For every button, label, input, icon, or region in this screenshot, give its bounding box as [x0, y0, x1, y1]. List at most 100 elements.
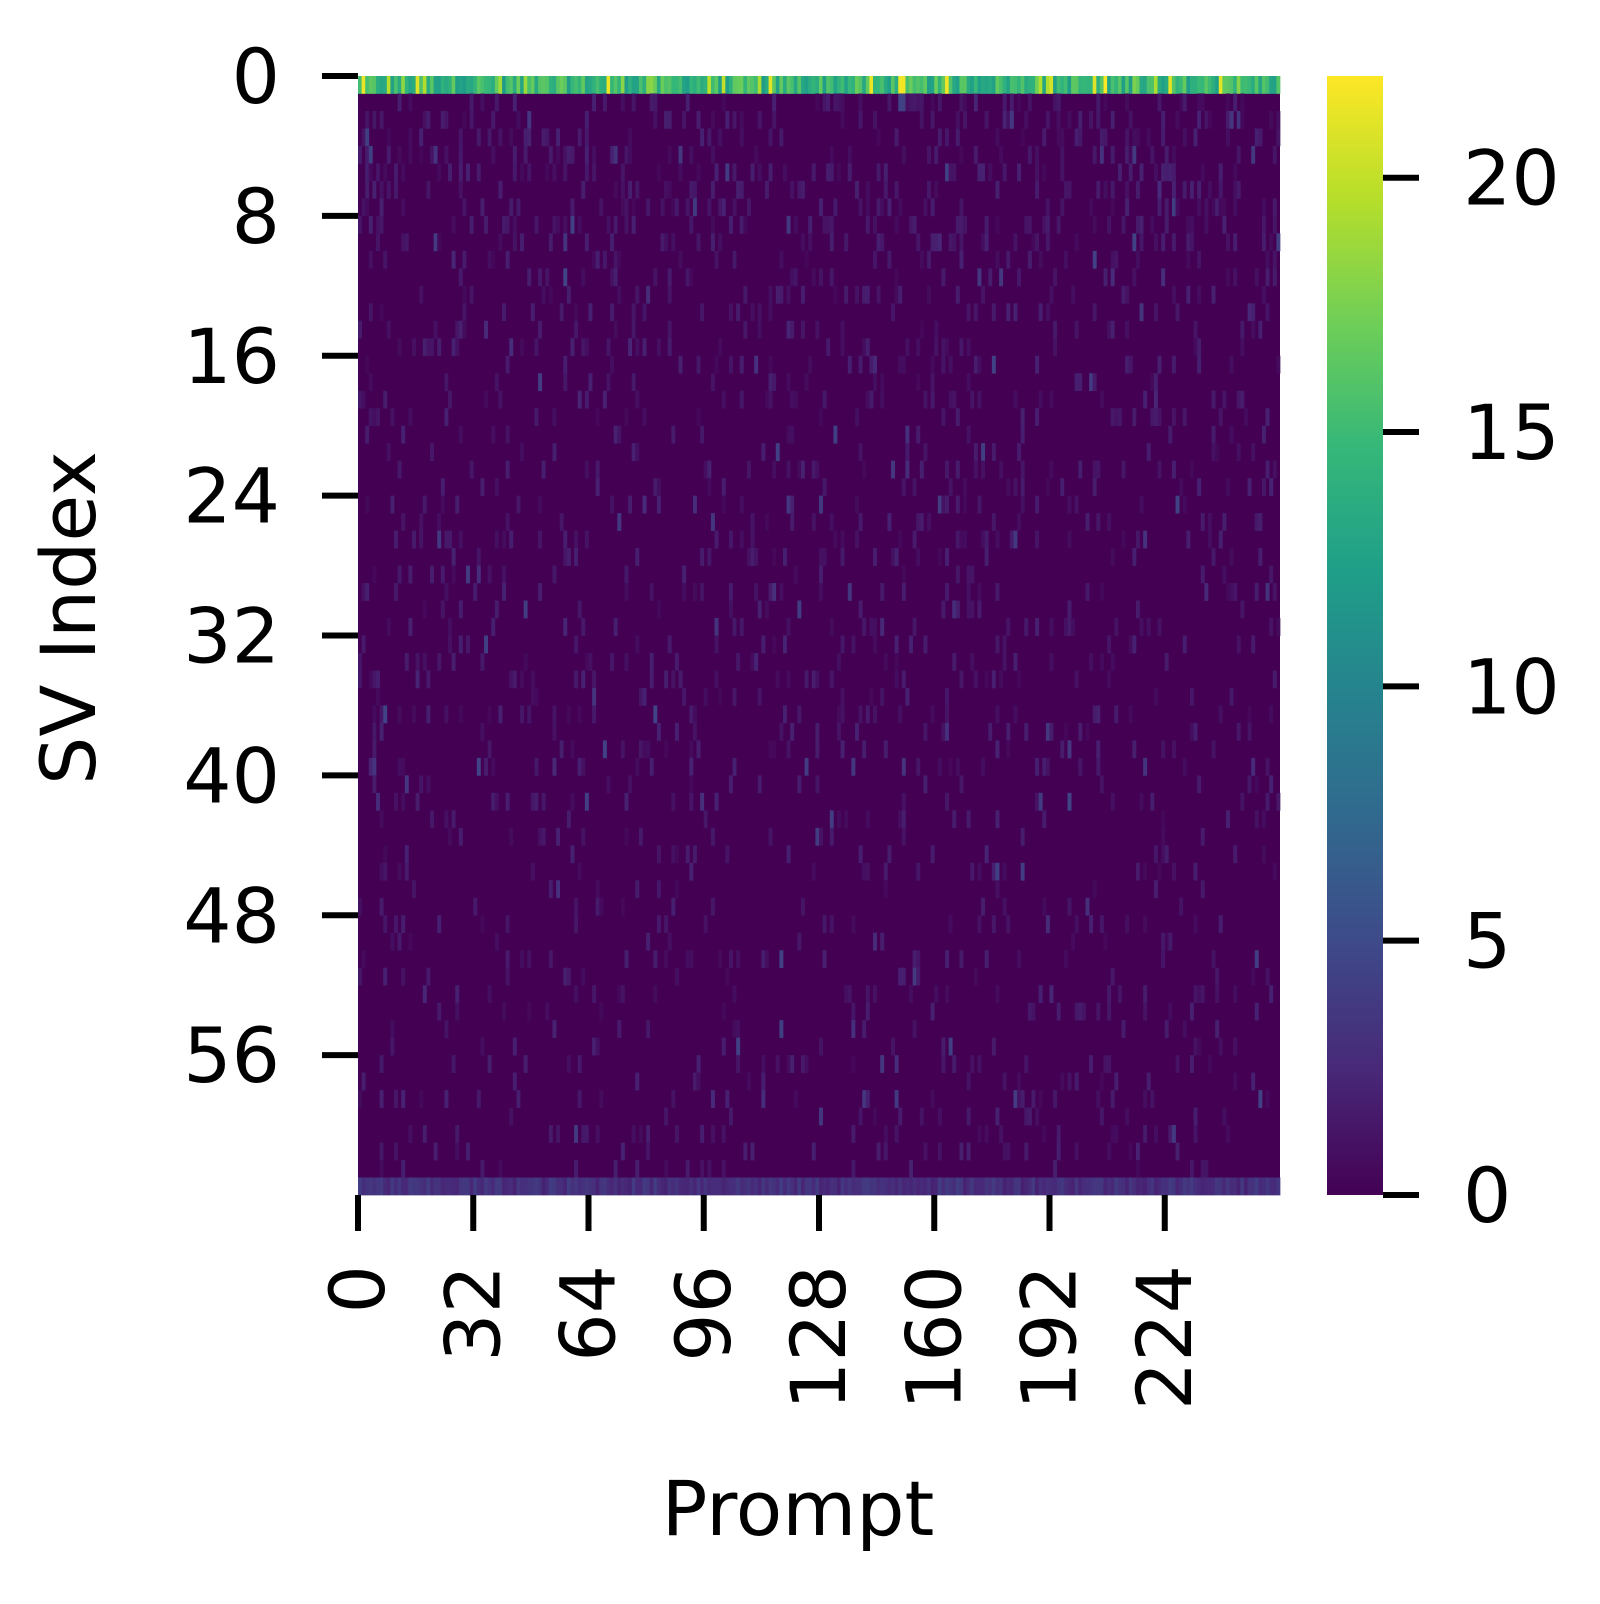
heatmap-cell: [772, 110, 777, 129]
heatmap-cell: [981, 163, 986, 182]
heatmap-cell: [624, 408, 629, 427]
heatmap-cell: [1269, 618, 1274, 636]
heatmap-cell: [1139, 495, 1144, 514]
heatmap-cell: [991, 355, 996, 374]
heatmap-cell: [415, 792, 420, 811]
heatmap-cell: [664, 740, 669, 759]
heatmap-cell: [494, 600, 499, 619]
heatmap-cell: [1035, 495, 1040, 514]
heatmap-cell: [952, 1177, 957, 1196]
heatmap-cell: [1067, 618, 1072, 636]
heatmap-cell: [430, 1177, 434, 1196]
heatmap-cell: [678, 670, 683, 689]
heatmap-cell: [710, 373, 715, 392]
heatmap-cell: [1211, 390, 1216, 409]
heatmap-cell: [696, 110, 701, 129]
heatmap-cell: [433, 1142, 438, 1161]
heatmap-cell: [520, 163, 525, 182]
heatmap-cell: [1045, 198, 1050, 217]
heatmap-cell: [1009, 530, 1014, 549]
heatmap-cell: [865, 705, 870, 724]
heatmap-cell: [1110, 652, 1115, 671]
heatmap-cell: [1175, 198, 1180, 217]
heatmap-cell: [865, 76, 870, 94]
heatmap-cell: [1125, 145, 1130, 164]
heatmap-cell: [757, 76, 762, 94]
heatmap-cell: [1161, 827, 1166, 846]
heatmap-cell: [927, 76, 931, 94]
heatmap-cell: [674, 967, 679, 986]
heatmap-cell: [815, 740, 820, 759]
heatmap-cell: [1204, 76, 1209, 94]
heatmap-cell: [991, 443, 996, 461]
heatmap-cell: [1042, 215, 1047, 234]
heatmap-cell: [631, 373, 636, 392]
heatmap-cell: [383, 862, 388, 881]
heatmap-cell: [725, 163, 730, 182]
heatmap-cell: [916, 76, 921, 94]
heatmap-cell: [494, 76, 499, 94]
heatmap-cell: [1024, 722, 1029, 741]
heatmap-cell: [1229, 583, 1234, 601]
heatmap-cell: [458, 600, 463, 619]
heatmap-cells: [358, 76, 1281, 1196]
heatmap-cell: [1035, 530, 1040, 549]
heatmap-cell: [819, 1037, 823, 1056]
heatmap-cell: [365, 425, 370, 444]
heatmap-cell: [1240, 76, 1245, 94]
heatmap-cell: [487, 76, 492, 94]
heatmap-cell: [1110, 1090, 1115, 1108]
heatmap-cell: [732, 618, 737, 636]
heatmap-cell: [840, 530, 845, 549]
heatmap-cell: [995, 862, 1000, 881]
heatmap-cell: [891, 1037, 895, 1056]
heatmap-cell: [948, 1177, 953, 1196]
heatmap-cell: [710, 233, 715, 252]
heatmap-cell: [646, 740, 651, 759]
heatmap-cell: [372, 705, 377, 724]
heatmap-cell: [761, 1090, 766, 1108]
heatmap-cell: [365, 495, 370, 514]
heatmap-cell: [653, 950, 658, 969]
heatmap-cell: [458, 530, 463, 549]
heatmap-cell: [494, 1177, 499, 1196]
heatmap-cell: [577, 705, 582, 724]
heatmap-cell: [613, 215, 618, 234]
heatmap-cell: [837, 810, 841, 829]
heatmap-cell: [894, 180, 899, 199]
heatmap-cell: [1229, 425, 1234, 444]
heatmap-cell: [656, 880, 661, 899]
heatmap-cell: [404, 845, 409, 864]
heatmap-cell: [880, 198, 885, 217]
heatmap-cell: [851, 915, 856, 934]
heatmap-cell: [1024, 1055, 1029, 1073]
heatmap-cell: [851, 76, 856, 94]
heatmap-cell: [826, 76, 831, 94]
heatmap-cell: [430, 443, 434, 461]
heatmap-cell: [1139, 215, 1144, 234]
heatmap-cell: [527, 268, 532, 287]
heatmap-cell: [804, 1055, 809, 1073]
heatmap-cell: [556, 76, 561, 94]
heatmap-cell: [1002, 1177, 1007, 1196]
heatmap-cell: [700, 583, 705, 601]
heatmap-cell: [538, 495, 543, 514]
heatmap-cell: [1233, 198, 1238, 217]
heatmap-cell: [1053, 1160, 1058, 1178]
heatmap-cell: [862, 618, 867, 636]
heatmap-cell: [1236, 110, 1241, 129]
heatmap-cell: [768, 355, 773, 374]
heatmap-cell: [602, 93, 607, 112]
heatmap-cell: [1272, 460, 1277, 479]
heatmap-cell: [584, 163, 589, 182]
heatmap-cell: [469, 110, 474, 129]
heatmap-cell: [966, 1177, 971, 1196]
heatmap-cell: [927, 145, 931, 164]
heatmap-cell: [1261, 76, 1266, 94]
heatmap-cell: [509, 198, 514, 217]
heatmap-cell: [934, 320, 939, 339]
heatmap-cell: [685, 268, 690, 287]
heatmap-cell: [829, 810, 834, 829]
heatmap-cell: [631, 76, 636, 94]
heatmap-cell: [750, 303, 755, 322]
